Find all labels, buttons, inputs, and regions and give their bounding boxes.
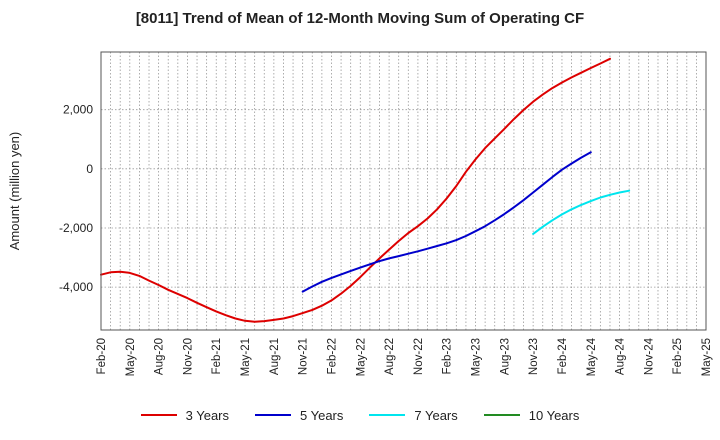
plot-area — [101, 52, 706, 330]
x-tick-label: Nov-24 — [643, 337, 655, 375]
legend-label: 10 Years — [528, 407, 580, 423]
x-tick-label: Aug-21 — [269, 338, 281, 375]
y-tick-labels: -4,000 -2,000 0 2,000 — [59, 103, 93, 294]
series-line — [100, 57, 611, 323]
legend-item: 5 Years — [255, 405, 343, 425]
x-tick-label: Feb-22 — [326, 338, 338, 374]
legend-item: 3 Years — [140, 405, 229, 425]
legend-label: 3 Years — [185, 407, 229, 423]
x-tick-label: Feb-20 — [96, 338, 108, 374]
y-tick-label: -4,000 — [59, 280, 93, 294]
x-tick-label: Feb-23 — [442, 338, 454, 374]
x-tick-label: May-20 — [125, 338, 137, 376]
series-line — [301, 151, 592, 293]
legend-swatch — [255, 414, 291, 416]
legend-item: 10 Years — [483, 405, 580, 425]
series-line — [532, 189, 631, 235]
x-tick-label: Aug-24 — [615, 337, 627, 375]
x-tick-label: Nov-21 — [298, 338, 310, 375]
x-tick-label: May-22 — [355, 338, 367, 376]
y-tick-label: -2,000 — [59, 221, 93, 235]
chart-title: [8011] Trend of Mean of 12-Month Moving … — [135, 10, 585, 27]
legend: 3 Years 5 Years 7 Years 10 Years — [0, 405, 720, 425]
y-axis-label: Amount (million yen) — [7, 132, 22, 251]
legend-swatch — [140, 414, 177, 416]
legend-swatch — [483, 414, 520, 416]
x-tick-label: Feb-24 — [557, 337, 569, 374]
x-tick-label: May-23 — [471, 338, 483, 376]
x-tick-label: Aug-23 — [499, 338, 511, 375]
y-tick-label: 0 — [86, 162, 93, 176]
x-tick-label: Aug-22 — [384, 338, 396, 375]
x-tick-label: Aug-20 — [154, 338, 166, 375]
y-tick-label: 2,000 — [63, 103, 93, 117]
x-tick-label: Feb-25 — [672, 338, 684, 374]
legend-label: 5 Years — [300, 407, 344, 423]
x-tick-label: May-21 — [240, 338, 252, 376]
series-layer — [100, 57, 631, 323]
x-tick-label: Nov-23 — [528, 338, 540, 375]
plot-frame — [100, 51, 707, 331]
legend-item: 7 Years — [369, 405, 458, 425]
x-tick-label: May-25 — [701, 338, 713, 376]
x-tick-labels: Feb-20 May-20 Aug-20 Nov-20 Feb-21 May-21 Aug-… — [96, 337, 713, 376]
x-tick-label: May-24 — [586, 337, 598, 376]
x-tick-label: Nov-22 — [413, 338, 425, 375]
x-tick-label: Nov-20 — [182, 338, 194, 375]
legend-swatch — [369, 414, 406, 416]
x-tick-label: Feb-21 — [211, 338, 223, 374]
grid-layer — [101, 52, 706, 330]
legend-label: 7 Years — [414, 407, 458, 423]
